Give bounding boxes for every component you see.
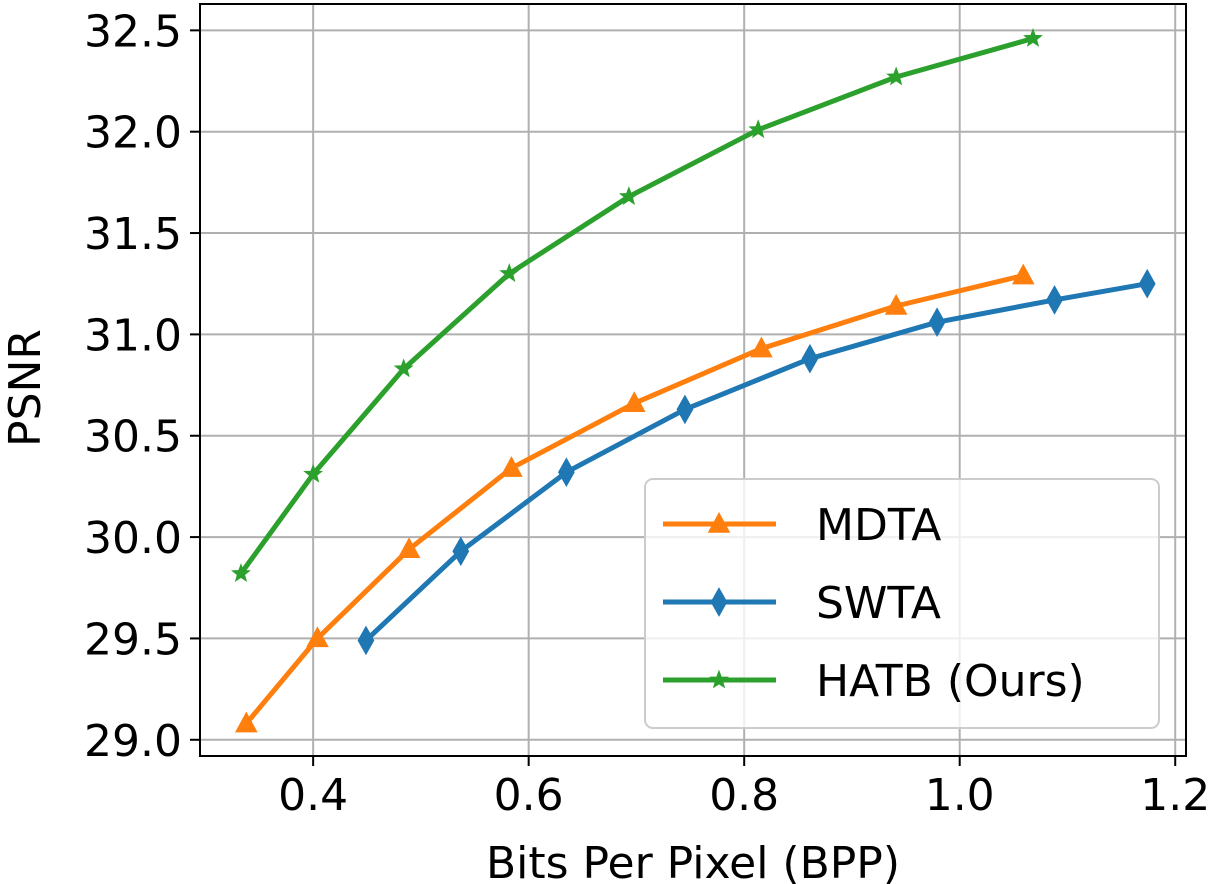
data-point [886, 66, 907, 86]
data-point [357, 625, 375, 656]
data-point [393, 358, 414, 378]
series-layer [231, 28, 1156, 733]
y-tick-label: 29.0 [84, 716, 182, 767]
x-tick-label: 1.0 [925, 770, 995, 821]
data-point [748, 119, 769, 139]
y-axis-label: PSNR [0, 329, 51, 447]
data-point [1046, 285, 1063, 315]
data-point [235, 711, 258, 733]
x-tick-label: 0.8 [709, 770, 779, 821]
data-point [306, 626, 329, 648]
data-point [676, 394, 694, 425]
y-tick-label: 30.5 [84, 412, 182, 463]
data-point [397, 537, 421, 559]
legend-entry: HATB (Ours) [663, 656, 1085, 707]
legend-label: SWTA [816, 578, 941, 629]
x-tick-label: 1.2 [1140, 770, 1208, 821]
data-point [928, 307, 946, 338]
y-axis-ticks: 29.0 29.5 30.0 30.5 31.0 31.5 32.0 32.5 [84, 6, 200, 767]
y-tick-label: 32.0 [84, 108, 182, 159]
series-swta [357, 268, 1156, 656]
legend-entry: SWTA [663, 578, 941, 629]
y-tick-label: 30.0 [84, 513, 182, 564]
legend-label: MDTA [816, 500, 941, 551]
x-tick-label: 0.4 [278, 770, 348, 821]
legend-box [644, 478, 1160, 729]
data-point [1138, 268, 1156, 299]
data-point [801, 343, 819, 374]
y-tick-label: 32.5 [84, 6, 182, 57]
y-tick-label: 31.0 [84, 310, 182, 361]
data-point [618, 186, 639, 205]
legend-marker [710, 587, 728, 617]
legend-label: HATB (Ours) [816, 656, 1085, 707]
data-point [884, 293, 908, 315]
series-line [238, 36, 1034, 576]
y-tick-label: 31.5 [84, 209, 182, 260]
legend-entry: MDTA [663, 500, 941, 551]
data-point [303, 463, 324, 483]
x-axis-label: Bits Per Pixel (BPP) [486, 838, 900, 884]
data-point [750, 336, 773, 358]
series-mdta [235, 263, 1035, 733]
data-point [499, 263, 520, 283]
data-point [500, 456, 523, 477]
legend-marker [707, 511, 731, 533]
series-hatb-ours [231, 28, 1043, 583]
data-point [1023, 28, 1043, 47]
data-point [231, 563, 251, 583]
grid [200, 4, 1186, 756]
legend-marker [709, 669, 729, 689]
data-point [622, 391, 646, 413]
series-line [244, 273, 1024, 726]
data-point [1011, 263, 1035, 285]
y-tick-label: 29.5 [84, 614, 182, 665]
x-axis-ticks: 0.4 0.6 0.8 1.0 1.2 [278, 756, 1208, 821]
legend: MDTA SWTA HATB (Ours) [644, 478, 1160, 729]
plot-frame [199, 3, 1187, 757]
x-tick-label: 0.6 [494, 770, 564, 821]
data-point [452, 536, 470, 567]
series-line [364, 281, 1148, 643]
data-point [558, 457, 575, 488]
